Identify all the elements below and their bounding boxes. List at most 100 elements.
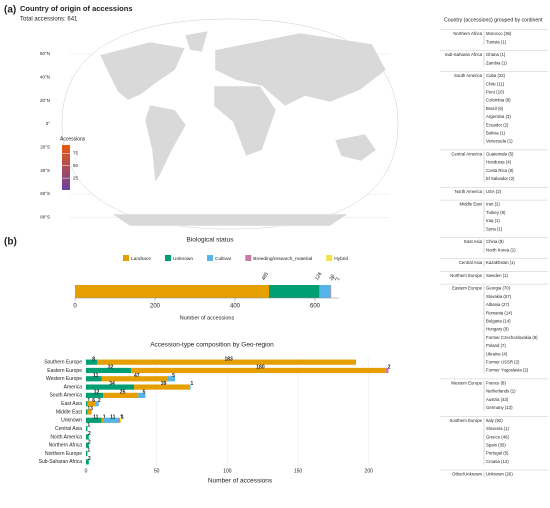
country-item: Venezuela (1) [486, 139, 513, 144]
y-tick-label: America [64, 384, 83, 390]
y-tick-label: Unknown [61, 418, 82, 424]
country-item: Former Czechoslovakia (8) [486, 335, 538, 340]
legend-label: Breeding/research_material [253, 256, 312, 262]
country-item: Iran (2) [486, 202, 500, 207]
group-name: North America [455, 189, 483, 194]
legend-swatch [207, 255, 214, 261]
x-tick-label: 0 [85, 468, 88, 474]
y-tick-label: Sub-Saharan Africa [39, 459, 83, 465]
bar-label: 39 [161, 381, 167, 387]
country-item: China (8) [486, 239, 504, 244]
legend-swatch [123, 255, 129, 261]
bar-segment [95, 401, 99, 407]
bar-segment [87, 401, 96, 407]
x-tick-label: 0 [73, 304, 77, 310]
y-tick-label: Northern Europe [45, 451, 82, 457]
bar-label: 2 [98, 398, 101, 404]
country-item: Slovakia (57) [486, 294, 512, 299]
bar-label: 8 [92, 356, 95, 362]
country-item: Turkey (8) [486, 210, 506, 215]
x-tick-label: 100 [223, 468, 232, 474]
bar-segment [385, 367, 389, 374]
group-name: Central Asia [459, 260, 483, 265]
group-name: East Asia [464, 239, 483, 244]
bar-segment [86, 392, 103, 398]
group-name: Central America [451, 152, 482, 157]
x-axis-label: Number of accessions [208, 478, 273, 485]
country-item: Spain (35) [486, 443, 506, 448]
group-name: Western Europe [451, 381, 483, 386]
y-tick-label: South America [49, 393, 82, 399]
bar-label: 1 [332, 276, 339, 282]
list-title: Country (accessions) grouped by continen… [444, 17, 543, 23]
country-item: Tunisia (1) [486, 39, 507, 44]
x-tick-label: 200 [150, 304, 161, 310]
bar-segment [119, 417, 122, 423]
country-item: North Korea (1) [486, 247, 516, 252]
bar-segment [101, 376, 168, 382]
bar-label: 485 [261, 271, 270, 281]
bar-segment [167, 376, 176, 382]
bar-segment [138, 392, 146, 398]
bar-label: 1 [121, 414, 124, 420]
country-item: Hungary (9) [486, 327, 509, 332]
country-item: Morocco (36) [486, 31, 512, 36]
continent [214, 32, 387, 107]
group-name: Sub-Saharan Africa [445, 52, 483, 57]
bar-label: 2 [388, 365, 391, 371]
country-item: Greece (46) [486, 434, 509, 439]
bar-segment [86, 450, 88, 457]
country-item: El Salvador (2) [486, 176, 515, 181]
bar-segment [86, 409, 88, 415]
country-item: Bulgaria (14) [486, 319, 511, 324]
bar-label: 1 [87, 406, 90, 412]
country-item: Austria (43) [486, 397, 509, 402]
country-item: USA (2) [486, 189, 502, 194]
legend-swatch [165, 255, 172, 261]
bar-segment [86, 359, 98, 365]
y-tick-label: Eastern Europe [47, 368, 82, 374]
bar-segment [86, 426, 88, 432]
country-item: Netherlands (1) [486, 389, 516, 394]
continent [184, 30, 209, 53]
bar-segment [86, 442, 89, 448]
chart-title: Country of origin of accessions [20, 4, 133, 13]
bar-label: 1 [335, 276, 342, 282]
y-tick-label: East Asia [61, 401, 82, 407]
bar-label: 180 [256, 365, 265, 371]
y-tick-label: Southern Europe [44, 359, 82, 365]
bar-label: 3 [90, 406, 93, 412]
y-tick-label: North America [50, 434, 82, 440]
x-tick-label: 150 [294, 468, 303, 474]
country-item: Slovenia (1) [486, 426, 509, 431]
bar-segment [86, 367, 132, 374]
panel-label: (b) [4, 237, 17, 248]
colorbar-tick-label: 25 [73, 175, 79, 180]
country-item: Georgia (70) [486, 286, 511, 291]
panel-label: (a) [4, 5, 16, 16]
bar-segment [102, 392, 139, 398]
country-item: Colombia (8) [486, 98, 511, 103]
y-tick-label: 60°S [40, 191, 50, 196]
bar-label: 6 [92, 398, 95, 404]
x-axis-label: Number of accessions [180, 315, 235, 321]
country-item: Ukraine (4) [486, 351, 508, 356]
y-tick-label: Western Europe [46, 376, 82, 382]
continent [99, 41, 186, 101]
bar-label: 1 [191, 381, 194, 387]
chart-title: Accession-type composition by Geo-region [150, 342, 274, 349]
country-item: Ghana (1) [486, 52, 506, 57]
bar-label: 34 [109, 381, 115, 387]
bar-label: 1 [103, 414, 106, 420]
country-item: Sweden (1) [486, 273, 509, 278]
continent [213, 85, 277, 157]
bar-label: 12 [94, 390, 100, 396]
country-item: Croatia (12) [486, 459, 509, 464]
country-item: Bolivia (1) [486, 131, 506, 136]
country-item: Costa Rica (8) [486, 168, 514, 173]
bar-label: 2 [88, 431, 91, 437]
bar-segment [102, 417, 119, 423]
legend-label: Unknown [173, 256, 193, 262]
colorbar [62, 145, 70, 190]
bar-label: 1 [87, 448, 90, 454]
